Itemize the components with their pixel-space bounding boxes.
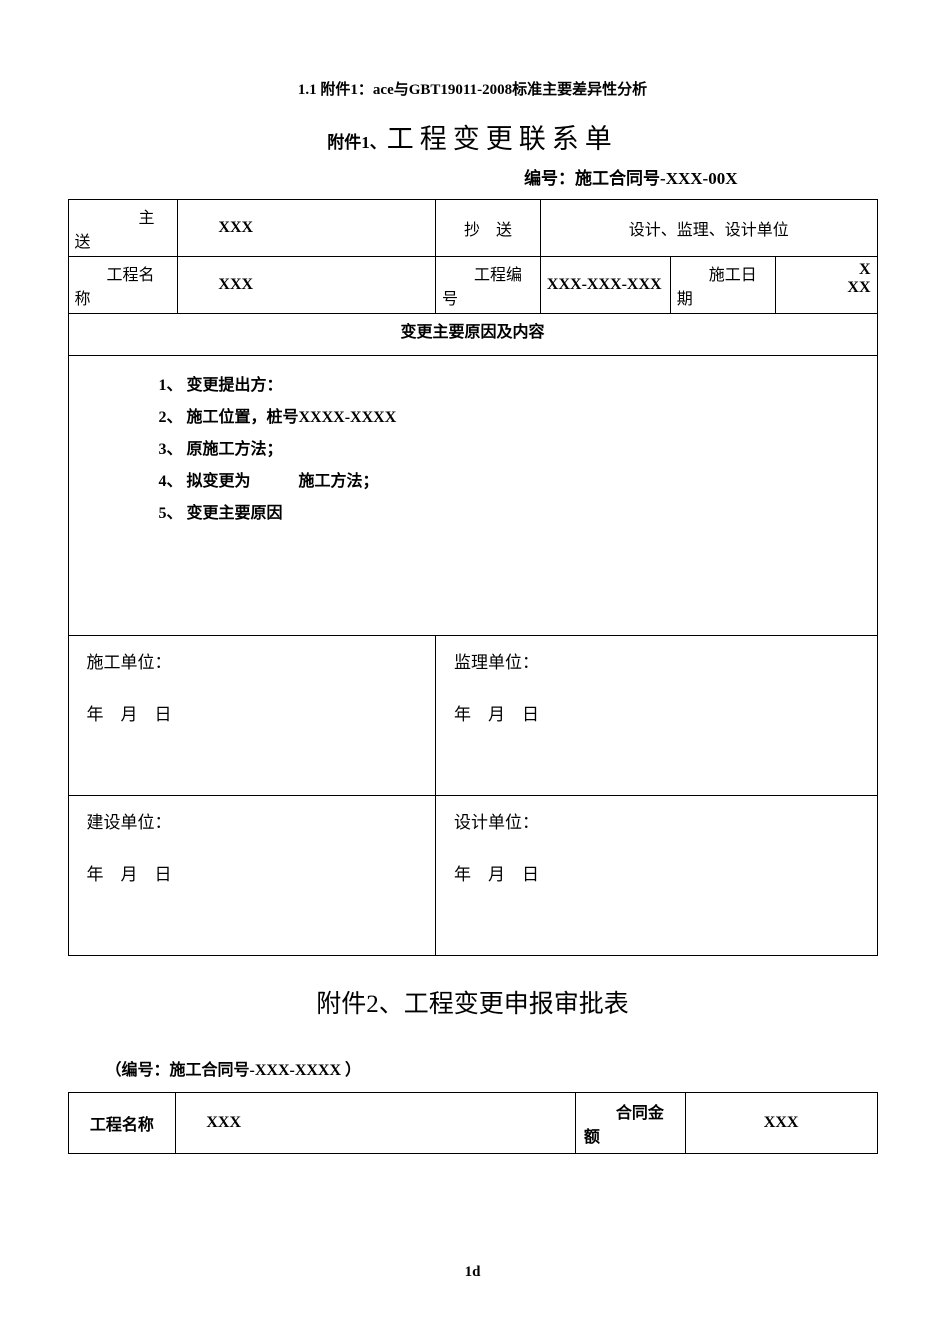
row1-c1-label: 主送 bbox=[68, 200, 178, 257]
row2-c3-label: 施工日期 bbox=[670, 257, 775, 314]
attach1-title: 附件1、工程变更联系单 bbox=[68, 117, 878, 156]
row2-c2-label: 工程编号 bbox=[436, 257, 541, 314]
form1-sig-row2: 建设单位： 年 月 日 设计单位： 年 月 日 bbox=[68, 796, 877, 956]
sig-supervision-date: 年 月 日 bbox=[454, 700, 539, 725]
attach2-serial: （编号：施工合同号-XXX-XXXX ） bbox=[68, 1056, 878, 1080]
sig-design-label: 设计单位： bbox=[454, 808, 858, 833]
attach1-prefix: 附件1、 bbox=[327, 133, 387, 152]
form1-table: 主送 XXX 抄 送 设计、监理、设计单位 工程名称 XXX 工程编号 XXX-… bbox=[68, 199, 878, 956]
form2-row1: 工程名称 XXX 合同金额 XXX bbox=[68, 1093, 877, 1154]
sig-supervision: 监理单位： 年 月 日 bbox=[436, 636, 877, 796]
row2-c2-value: XXX-XXX-XXX bbox=[540, 257, 670, 314]
item-1: 1、变更提出方： bbox=[159, 370, 865, 402]
attach1-serial: 编号：施工合同号-XXX-00X bbox=[68, 164, 878, 189]
page-footer: 1d bbox=[0, 1264, 945, 1281]
section-title: 变更主要原因及内容 bbox=[68, 314, 877, 356]
attach2-title: 附件2、工程变更申报审批表 bbox=[68, 984, 878, 1020]
page-header: 1.1 附件1：ace与GBT19011-2008标准主要差异性分析 bbox=[68, 78, 878, 99]
content-cell: 1、变更提出方： 2、施工位置，桩号XXXX-XXXX 3、原施工方法； 4、拟… bbox=[68, 356, 877, 636]
form1-section-title-row: 变更主要原因及内容 bbox=[68, 314, 877, 356]
row2-c3-value: XXX bbox=[775, 257, 877, 314]
item-3: 3、原施工方法； bbox=[159, 434, 865, 466]
form1-sig-row1: 施工单位： 年 月 日 监理单位： 年 月 日 bbox=[68, 636, 877, 796]
sig-construction-date: 年 月 日 bbox=[87, 700, 172, 725]
sig-owner: 建设单位： 年 月 日 bbox=[68, 796, 436, 956]
item-4: 4、拟变更为 施工方法； bbox=[159, 466, 865, 498]
f2-c2-label: 合同金额 bbox=[575, 1093, 685, 1154]
f2-c1-label: 工程名称 bbox=[68, 1093, 176, 1154]
form1-row1: 主送 XXX 抄 送 设计、监理、设计单位 bbox=[68, 200, 877, 257]
sig-owner-date: 年 月 日 bbox=[87, 860, 172, 885]
form1-row2: 工程名称 XXX 工程编号 XXX-XXX-XXX 施工日期 XXX bbox=[68, 257, 877, 314]
item-5: 5、变更主要原因 bbox=[159, 498, 865, 530]
form2-table: 工程名称 XXX 合同金额 XXX bbox=[68, 1092, 878, 1154]
row1-c1-value: XXX bbox=[178, 200, 436, 257]
row1-c2-label: 抄 送 bbox=[436, 200, 541, 257]
form1-content-row: 1、变更提出方： 2、施工位置，桩号XXXX-XXXX 3、原施工方法； 4、拟… bbox=[68, 356, 877, 636]
page-container: 1.1 附件1：ace与GBT19011-2008标准主要差异性分析 附件1、工… bbox=[68, 0, 878, 1154]
sig-design-date: 年 月 日 bbox=[454, 860, 539, 885]
sig-supervision-label: 监理单位： bbox=[454, 648, 858, 673]
row2-c1-label: 工程名称 bbox=[68, 257, 178, 314]
sig-construction: 施工单位： 年 月 日 bbox=[68, 636, 436, 796]
sig-owner-label: 建设单位： bbox=[87, 808, 418, 833]
row1-c2-value: 设计、监理、设计单位 bbox=[540, 200, 877, 257]
attach1-main-title: 工程变更联系单 bbox=[387, 124, 618, 154]
row2-c1-value: XXX bbox=[178, 257, 436, 314]
f2-c1-value: XXX bbox=[176, 1093, 575, 1154]
f2-c2-value: XXX bbox=[685, 1093, 877, 1154]
sig-design: 设计单位： 年 月 日 bbox=[436, 796, 877, 956]
item-2: 2、施工位置，桩号XXXX-XXXX bbox=[159, 402, 865, 434]
sig-construction-label: 施工单位： bbox=[87, 648, 418, 673]
